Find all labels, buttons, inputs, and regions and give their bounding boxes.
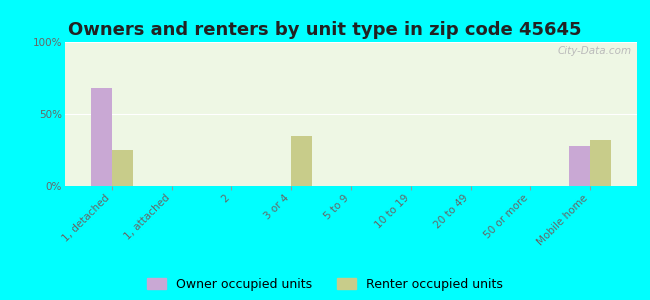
Text: Owners and renters by unit type in zip code 45645: Owners and renters by unit type in zip c… xyxy=(68,21,582,39)
Bar xyxy=(91,88,112,186)
Bar xyxy=(590,140,611,186)
Bar xyxy=(112,150,133,186)
Legend: Owner occupied units, Renter occupied units: Owner occupied units, Renter occupied un… xyxy=(148,278,502,291)
Bar xyxy=(569,146,590,186)
Bar xyxy=(291,136,312,186)
Text: City-Data.com: City-Data.com xyxy=(557,46,631,56)
